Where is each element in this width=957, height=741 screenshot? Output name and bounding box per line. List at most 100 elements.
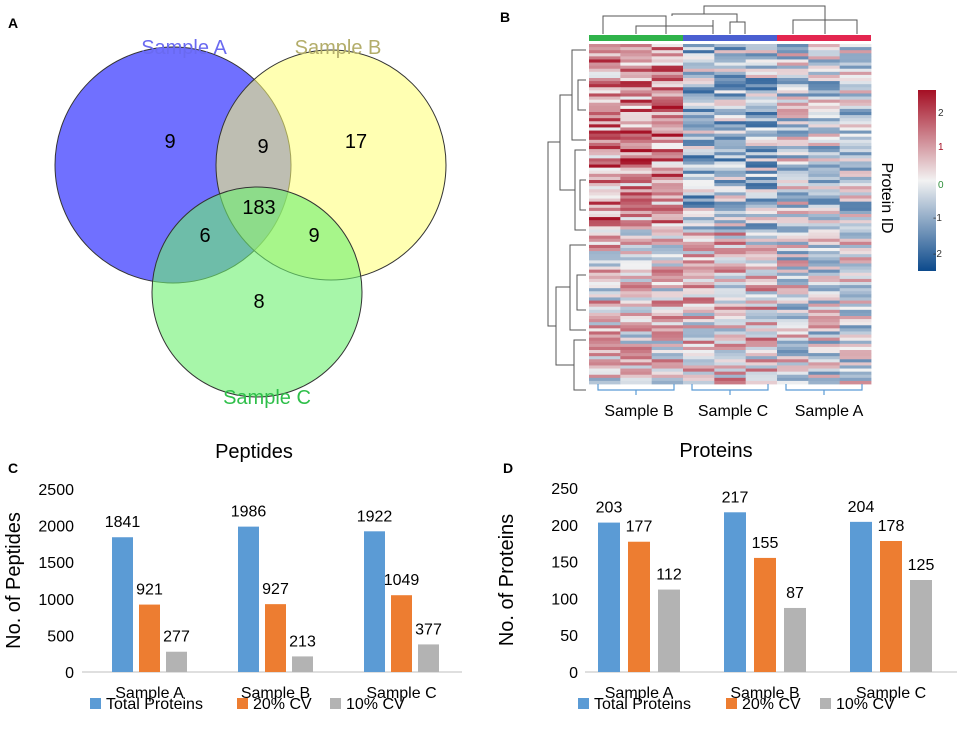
venn-count-a-only: 9 [164, 131, 175, 153]
heatmap-cell [620, 207, 653, 212]
heatmap-cell [683, 331, 715, 335]
heatmap-cell [777, 189, 809, 193]
heatmap-cell [651, 105, 684, 110]
panel-label-b: B [500, 9, 510, 25]
heatmap-cell [589, 380, 621, 385]
heatmap-cell [589, 65, 621, 70]
heatmap-cell [839, 331, 872, 335]
heatmap-cell [714, 152, 747, 156]
heatmap-cell [714, 192, 747, 196]
heatmap-cell [651, 229, 684, 233]
heatmap-cell [839, 173, 872, 178]
heatmap-cell [714, 263, 747, 267]
heatmap-cell [714, 359, 747, 363]
heatmap-cell [714, 322, 747, 326]
heatmap-cell [651, 337, 684, 342]
heatmap-cell [651, 223, 684, 227]
heatmap-cell [651, 257, 684, 261]
heatmap-cell [839, 161, 872, 165]
heatmap-cell [651, 306, 684, 311]
heatmap-cell [808, 102, 841, 107]
heatmap-cell [683, 362, 715, 366]
heatmap-cell [777, 50, 809, 54]
heatmap-cell [651, 207, 684, 212]
heatmap-cell [651, 78, 684, 82]
heatmap-cell [683, 78, 715, 82]
heatmap-cell [777, 235, 809, 240]
heatmap-cell [683, 365, 715, 369]
heatmap-cell [808, 275, 841, 280]
heatmap-cell [589, 170, 621, 175]
heatmap-cell [777, 68, 809, 73]
heatmap-cell [589, 220, 621, 224]
heatmap-cell [839, 266, 872, 271]
heatmap-cell [589, 204, 621, 209]
heatmap-cell [683, 71, 715, 76]
heatmap-cell [808, 176, 841, 181]
heatmap-cell [620, 81, 653, 85]
heatmap-cell [745, 207, 778, 212]
heatmap-cell [714, 244, 747, 249]
y-tick-label: 250 [551, 481, 578, 498]
heatmap-cell [683, 99, 715, 104]
heatmap-cell [777, 180, 809, 184]
heatmap-cell [808, 229, 841, 233]
heatmap-cell [589, 359, 621, 363]
bar-10-cv-sample-b [292, 656, 313, 672]
heatmap-cell [714, 155, 747, 159]
heatmap-cell [683, 263, 715, 267]
heatmap-cell [620, 238, 653, 243]
heatmap-cell [777, 56, 809, 60]
heatmap-cells [589, 44, 872, 385]
heatmap-cell [620, 50, 653, 54]
heatmap-cell [839, 87, 872, 91]
heatmap-cell [745, 68, 778, 73]
heatmap-cell [745, 87, 778, 91]
heatmap-cell [777, 377, 809, 382]
heatmap-cell [620, 356, 653, 360]
heatmap-cell [683, 65, 715, 70]
venn-label-sample-a: Sample A [141, 37, 227, 59]
heatmap-cell [714, 275, 747, 280]
heatmap-cell [620, 244, 653, 249]
heatmap-cell [714, 93, 747, 97]
heatmap-cell [714, 343, 747, 348]
heatmap-cell [745, 176, 778, 181]
proteins-bar-chart: Proteins No. of Proteins 0 50 100 150 200 250 20… [496, 440, 957, 713]
heatmap-cell [714, 44, 747, 48]
heatmap-cell [683, 81, 715, 85]
heatmap-cell [714, 158, 747, 162]
heatmap-cell [745, 328, 778, 332]
heatmap-cell [745, 167, 778, 172]
heatmap-cell [620, 263, 653, 267]
heatmap-cell [683, 146, 715, 150]
heatmap-cell [839, 142, 872, 147]
heatmap-cell [777, 124, 809, 128]
heatmap-cell [651, 346, 684, 351]
heatmap-cell [620, 371, 653, 376]
heatmap-cell [808, 56, 841, 60]
heatmap-cell [683, 139, 715, 144]
heatmap-cell [839, 291, 872, 295]
heatmap-cell [683, 377, 715, 382]
heatmap-cell [808, 93, 841, 97]
heatmap-cell [777, 309, 809, 314]
heatmap-cell [714, 334, 747, 339]
heatmap-cell [651, 226, 684, 230]
heatmap-cell [777, 84, 809, 88]
heatmap-cell [683, 176, 715, 181]
heatmap-cell [683, 186, 715, 190]
heatmap-cell [651, 374, 684, 379]
heatmap-cell [839, 155, 872, 159]
heatmap-cell [839, 374, 872, 379]
heatmap-cell [714, 294, 747, 298]
heatmap-cell [714, 139, 747, 144]
heatmap-cell [808, 266, 841, 271]
heatmap-cell [683, 371, 715, 376]
heatmap-cell [683, 164, 715, 169]
heatmap-cell [777, 337, 809, 342]
heatmap-cell [683, 353, 715, 357]
heatmap-cell [839, 359, 872, 363]
heatmap-cell [683, 303, 715, 308]
heatmap-cell [839, 93, 872, 97]
